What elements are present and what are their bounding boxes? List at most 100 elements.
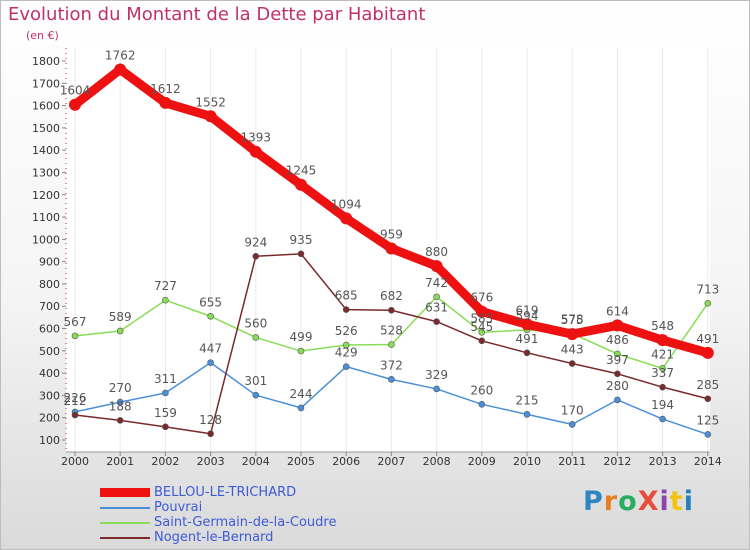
data-point-bellou-le-trichard [69,98,81,111]
data-label-nogent-le-bernard: 491 [516,332,539,346]
data-label-bellou-le-trichard: 619 [516,303,539,317]
data-label-pouvrai: 329 [425,368,448,382]
data-label-nogent-le-bernard: 935 [290,233,313,247]
y-tick-label: 200 [39,412,60,425]
data-point-nogent-le-bernard [433,318,440,325]
data-point-saint-germain-de-la-coudre [116,327,124,335]
data-label-nogent-le-bernard: 631 [425,301,448,315]
y-tick-label: 500 [39,345,60,358]
data-label-bellou-le-trichard: 959 [380,227,403,241]
logo-letter: r [603,486,619,517]
x-tick-label: 2006 [332,455,360,468]
data-point-pouvrai [614,396,621,404]
data-label-nogent-le-bernard: 188 [109,399,132,413]
logo-letter: o [618,486,638,517]
data-point-nogent-le-bernard [659,383,666,391]
data-label-nogent-le-bernard: 128 [199,413,222,427]
x-tick-label: 2004 [242,455,270,468]
y-tick-label: 1400 [32,144,60,157]
data-label-bellou-le-trichard: 491 [696,332,719,346]
data-point-pouvrai [568,421,576,428]
data-point-bellou-le-trichard [295,178,307,191]
data-point-bellou-le-trichard [566,328,579,341]
data-label-saint-germain-de-la-coudre: 528 [380,324,403,338]
data-label-saint-germain-de-la-coudre: 713 [696,282,719,296]
data-label-pouvrai: 429 [335,346,358,360]
data-label-pouvrai: 125 [696,413,719,427]
y-tick-label: 1200 [32,189,60,202]
data-label-saint-germain-de-la-coudre: 589 [109,310,132,324]
data-label-nogent-le-bernard: 685 [335,289,358,303]
data-label-pouvrai: 244 [290,387,313,401]
y-tick-label: 100 [39,434,60,447]
data-label-bellou-le-trichard: 1552 [195,95,226,109]
y-tick-label: 1500 [32,122,60,135]
data-label-saint-germain-de-la-coudre: 742 [425,276,448,290]
data-point-pouvrai [207,359,214,366]
data-label-nogent-le-bernard: 545 [470,320,493,334]
data-point-nogent-le-bernard [568,360,576,367]
data-point-pouvrai [388,376,395,383]
data-point-saint-germain-de-la-coudre [388,341,395,348]
data-point-nogent-le-bernard [342,306,350,313]
data-label-pouvrai: 372 [380,358,403,372]
data-point-saint-germain-de-la-coudre [478,329,486,336]
data-point-pouvrai [342,363,350,370]
legend-swatch [100,488,150,497]
data-label-nogent-le-bernard: 682 [380,289,403,303]
data-point-pouvrai [162,389,169,397]
data-label-saint-germain-de-la-coudre: 578 [561,312,584,326]
data-label-bellou-le-trichard: 676 [470,291,493,305]
legend-label: Pouvrai [154,500,203,515]
data-point-saint-germain-de-la-coudre [704,300,712,307]
y-tick-label: 400 [39,367,60,380]
y-tick-label: 800 [39,278,60,291]
x-tick-label: 2000 [61,455,89,468]
data-point-pouvrai [523,411,531,418]
data-label-bellou-le-trichard: 1245 [286,164,317,178]
y-tick-label: 1700 [32,77,60,90]
data-point-saint-germain-de-la-coudre [252,334,260,341]
chart-title: Evolution du Montant de la Dette par Hab… [8,4,426,25]
data-point-bellou-le-trichard [656,334,669,347]
x-tick-label: 2002 [151,455,179,468]
logo-letter: t [669,486,684,517]
data-label-bellou-le-trichard: 548 [651,319,674,333]
data-label-saint-germain-de-la-coudre: 655 [199,295,222,309]
data-point-saint-germain-de-la-coudre [433,293,440,301]
data-point-pouvrai [659,415,666,423]
data-point-bellou-le-trichard [430,260,443,273]
data-label-bellou-le-trichard: 1604 [60,84,91,98]
data-point-saint-germain-de-la-coudre [659,365,666,372]
data-label-nogent-le-bernard: 924 [244,235,267,249]
legend-swatch [100,537,150,539]
x-tick-label: 2008 [423,455,451,468]
data-label-pouvrai: 311 [154,372,177,386]
data-point-pouvrai [116,398,124,406]
y-tick-label: 1100 [32,211,60,224]
data-label-saint-germain-de-la-coudre: 567 [64,315,87,329]
legend-label: Nogent-le-Bernard [154,530,274,545]
proxiti-logo: ProXiti [583,486,694,517]
data-point-bellou-le-trichard [204,110,217,123]
data-label-bellou-le-trichard: 1612 [150,82,181,96]
data-label-pouvrai: 194 [651,398,674,412]
data-label-nogent-le-bernard: 285 [696,378,719,392]
data-label-saint-germain-de-la-coudre: 499 [290,330,313,344]
data-label-nogent-le-bernard: 337 [651,366,674,380]
data-label-pouvrai: 270 [109,381,132,395]
data-point-pouvrai [704,431,712,438]
data-label-nogent-le-bernard: 212 [64,394,87,408]
data-point-bellou-le-trichard [611,319,624,332]
data-label-nogent-le-bernard: 443 [561,343,584,357]
data-label-bellou-le-trichard: 575 [561,313,584,327]
y-tick-label: 600 [39,323,60,336]
x-tick-label: 2007 [377,455,405,468]
data-label-saint-germain-de-la-coudre: 560 [244,316,267,330]
data-label-saint-germain-de-la-coudre: 421 [651,347,674,361]
data-label-saint-germain-de-la-coudre: 727 [154,279,177,293]
data-point-bellou-le-trichard [114,63,127,76]
x-tick-label: 2001 [106,455,134,468]
legend-swatch [100,522,150,524]
data-label-pouvrai: 260 [470,383,493,397]
